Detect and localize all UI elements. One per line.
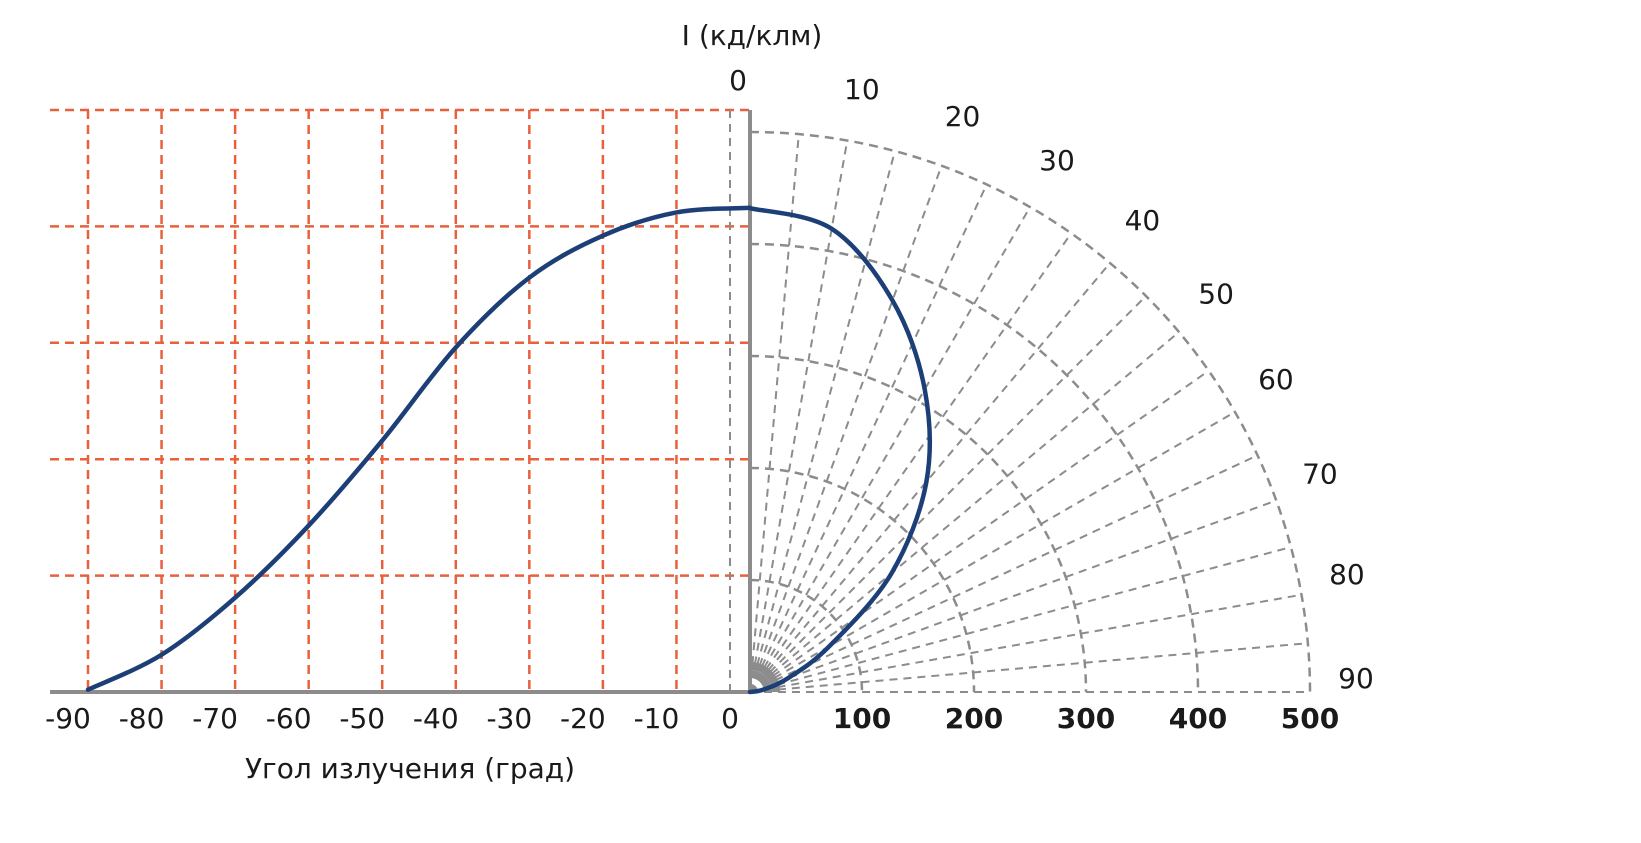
grid-spoke-minor [749,295,1147,693]
grid-arc [749,242,1200,693]
r-tick-label: 200 [945,702,1003,735]
x-axis-title: Угол излучения (град) [245,752,575,785]
angle-tick-label: 20 [945,100,981,133]
x-tick-label: -20 [560,702,606,735]
grid-spoke [749,165,943,693]
x-tick-label: -70 [192,702,238,735]
x-tick-label: -50 [339,702,385,735]
angle-tick-label: 50 [1198,278,1234,311]
grid-spoke [749,262,1111,693]
angle-tick-label: 60 [1258,363,1294,396]
x-tick-label: 0 [721,702,739,735]
r-tick-label: 500 [1281,702,1339,735]
curve [85,205,753,692]
angle-tick-label: 40 [1125,204,1161,237]
r-tick-label: 300 [1057,702,1115,735]
r-tick-label: 400 [1169,702,1227,735]
x-tick-label: -80 [119,702,165,735]
angle-tick-label: 30 [1039,144,1075,177]
grid-spoke [749,206,1031,693]
curve [747,205,933,695]
grid-arc [749,466,976,693]
grid-spoke-minor [749,546,1292,693]
x-tick-label: -30 [486,702,532,735]
angle-tick-label: 90 [1338,662,1374,695]
grid-spoke-minor [749,184,988,693]
angle-tick-label: 80 [1329,558,1365,591]
center-arc [749,662,780,693]
grid-spoke [749,411,1236,693]
grid-spoke-minor [749,134,800,693]
grid-spoke-minor [749,232,1073,693]
grid-spoke-minor [749,642,1308,693]
grid-spoke-minor [749,150,896,693]
grid-spoke [749,499,1277,693]
grid-arc [749,578,864,693]
x-tick-label: -40 [413,702,459,735]
x-tick-label: -90 [45,702,91,735]
grid-spoke [749,331,1180,693]
x-tick-label: -10 [634,702,680,735]
grid-arc [749,354,1088,693]
r-tick-label: 100 [833,702,891,735]
grid-arc [749,130,1312,693]
grid-spoke-minor [749,454,1258,693]
y-axis-title: I (кд/клм) [682,19,823,52]
angle-tick-label: 0 [729,64,747,97]
angle-tick-label: 70 [1302,457,1338,490]
grid-spoke-minor [749,369,1210,693]
angle-tick-label: 10 [844,73,880,106]
grid-spoke [749,593,1302,693]
grid-spoke [749,140,849,693]
x-tick-label: -60 [266,702,312,735]
